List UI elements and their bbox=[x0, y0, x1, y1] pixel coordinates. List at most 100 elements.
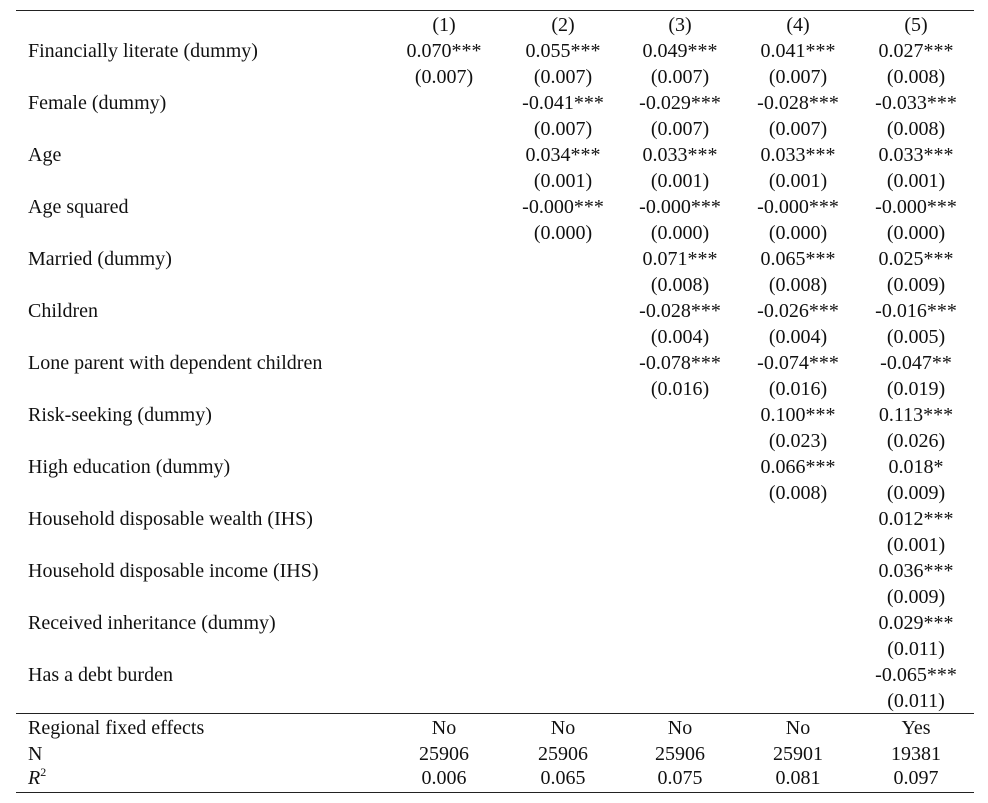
se-row: (0.004) (0.004) (0.005) bbox=[16, 324, 974, 350]
coef-cell bbox=[620, 662, 740, 688]
coef-cell bbox=[503, 350, 623, 376]
se-cell bbox=[503, 480, 623, 506]
se-cell: (0.008) bbox=[886, 66, 946, 88]
se-cell bbox=[384, 584, 504, 610]
se-cell bbox=[503, 688, 623, 714]
coef-cell bbox=[503, 610, 623, 636]
coef-cell: 0.113*** bbox=[878, 404, 954, 426]
coef-cell: -0.000*** bbox=[757, 196, 839, 218]
se-cell bbox=[620, 688, 740, 714]
se-cell: (0.026) bbox=[886, 430, 946, 452]
footer-cell: 0.006 bbox=[421, 767, 467, 789]
se-cell bbox=[620, 480, 740, 506]
se-cell bbox=[503, 428, 623, 454]
coef-cell bbox=[503, 402, 623, 428]
coef-cell bbox=[503, 506, 623, 532]
footer-cell: 25906 bbox=[655, 743, 705, 765]
footer-cell: No bbox=[431, 717, 457, 739]
se-cell bbox=[384, 688, 504, 714]
se-cell: (0.001) bbox=[886, 534, 946, 556]
se-row: (0.011) bbox=[16, 688, 974, 714]
coef-cell bbox=[384, 246, 504, 272]
coef-cell: -0.078*** bbox=[639, 352, 721, 374]
coef-cell bbox=[503, 246, 623, 272]
coef-cell bbox=[384, 90, 504, 116]
coef-cell bbox=[738, 662, 858, 688]
table-mid-rule bbox=[16, 713, 974, 714]
se-cell bbox=[738, 532, 858, 558]
se-cell: (0.007) bbox=[414, 66, 474, 88]
footer-cell: 25906 bbox=[538, 743, 588, 765]
se-cell bbox=[503, 376, 623, 402]
coef-cell: -0.000*** bbox=[875, 196, 957, 218]
column-header-1: (1) bbox=[432, 14, 456, 36]
coef-cell: 0.066*** bbox=[760, 456, 836, 478]
se-cell: (0.011) bbox=[887, 638, 945, 660]
coef-cell bbox=[384, 454, 504, 480]
coef-cell: 0.025*** bbox=[878, 248, 954, 270]
coef-cell bbox=[503, 454, 623, 480]
coef-cell: 0.070*** bbox=[406, 40, 482, 62]
se-row: (0.007) (0.007) (0.007) (0.008) bbox=[16, 116, 974, 142]
footer-cell: 0.065 bbox=[540, 767, 586, 789]
se-cell bbox=[620, 584, 740, 610]
se-cell: (0.009) bbox=[886, 482, 946, 504]
column-header-5: (5) bbox=[904, 14, 928, 36]
coef-cell bbox=[384, 558, 504, 584]
coef-row: Financially literate (dummy) 0.070*** 0.… bbox=[16, 38, 974, 64]
coef-row: Lone parent with dependent children -0.0… bbox=[16, 350, 974, 376]
se-cell: (0.008) bbox=[886, 118, 946, 140]
footer-cell: No bbox=[785, 717, 811, 739]
coef-cell: -0.047** bbox=[880, 352, 952, 374]
coef-cell: -0.026*** bbox=[757, 300, 839, 322]
coef-cell: 0.033*** bbox=[642, 144, 718, 166]
footer-cell: 0.075 bbox=[657, 767, 703, 789]
se-cell: (0.000) bbox=[533, 222, 593, 244]
coef-row: Household disposable income (IHS) 0.036*… bbox=[16, 558, 974, 584]
se-cell bbox=[620, 428, 740, 454]
row-label: Age bbox=[28, 144, 62, 166]
coef-cell bbox=[384, 506, 504, 532]
footer-cell: 0.097 bbox=[893, 767, 939, 789]
coef-cell bbox=[384, 298, 504, 324]
coef-row: Received inheritance (dummy) 0.029*** bbox=[16, 610, 974, 636]
se-cell bbox=[503, 636, 623, 662]
se-cell: (0.000) bbox=[768, 222, 828, 244]
coef-cell: 0.033*** bbox=[878, 144, 954, 166]
coef-cell: -0.028*** bbox=[757, 92, 839, 114]
coef-cell bbox=[384, 402, 504, 428]
coef-cell bbox=[503, 662, 623, 688]
footer-cell: 25901 bbox=[773, 743, 823, 765]
coef-cell bbox=[620, 610, 740, 636]
se-cell bbox=[384, 376, 504, 402]
footer-label: N bbox=[28, 743, 43, 765]
se-cell: (0.009) bbox=[886, 586, 946, 608]
coef-cell bbox=[738, 610, 858, 636]
se-cell: (0.016) bbox=[650, 378, 710, 400]
se-row: (0.008) (0.009) bbox=[16, 480, 974, 506]
se-cell: (0.019) bbox=[886, 378, 946, 400]
footer-label: R2 bbox=[28, 765, 46, 791]
se-cell bbox=[620, 636, 740, 662]
se-cell bbox=[384, 480, 504, 506]
coef-cell: -0.033*** bbox=[875, 92, 957, 114]
coef-cell: 0.071*** bbox=[642, 248, 718, 270]
coef-row: Married (dummy) 0.071*** 0.065*** 0.025*… bbox=[16, 246, 974, 272]
coef-cell: -0.000*** bbox=[522, 196, 604, 218]
coef-cell bbox=[384, 350, 504, 376]
coef-cell bbox=[738, 558, 858, 584]
row-label: Children bbox=[28, 300, 98, 322]
r-squared-symbol: R bbox=[28, 767, 41, 789]
se-cell bbox=[384, 168, 504, 194]
se-cell bbox=[503, 324, 623, 350]
footer-cell: 0.081 bbox=[775, 767, 821, 789]
se-cell bbox=[738, 688, 858, 714]
row-label: Household disposable income (IHS) bbox=[28, 560, 319, 582]
se-cell: (0.004) bbox=[650, 326, 710, 348]
row-label: High education (dummy) bbox=[28, 456, 231, 478]
se-cell: (0.001) bbox=[768, 170, 828, 192]
row-label: Female (dummy) bbox=[28, 92, 167, 114]
se-cell bbox=[384, 272, 504, 298]
coef-cell: 0.027*** bbox=[878, 40, 954, 62]
se-cell: (0.007) bbox=[768, 66, 828, 88]
